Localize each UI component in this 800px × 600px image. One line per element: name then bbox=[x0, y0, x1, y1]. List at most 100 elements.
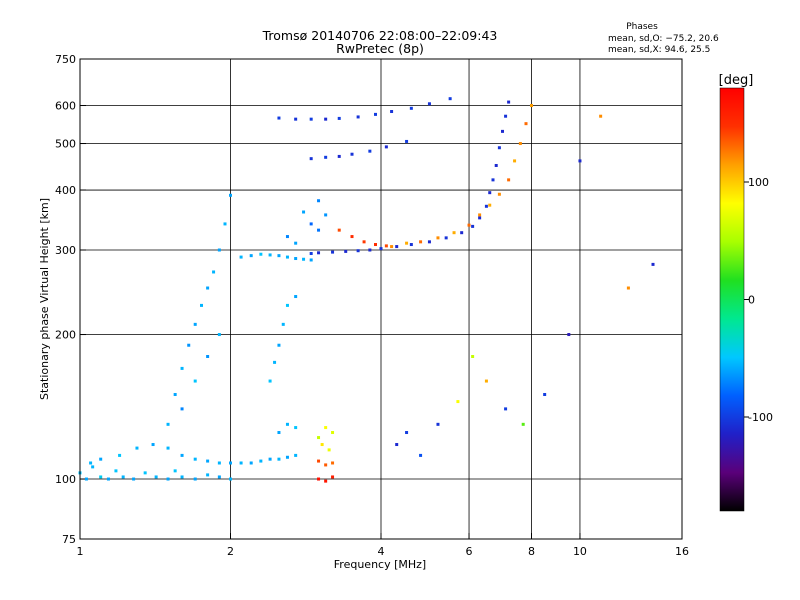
data-point bbox=[217, 461, 221, 465]
data-point bbox=[281, 322, 285, 326]
y-tick-label: 300 bbox=[55, 244, 76, 257]
data-point bbox=[91, 465, 95, 469]
data-point bbox=[320, 443, 324, 447]
data-point bbox=[471, 224, 475, 228]
data-point bbox=[374, 112, 378, 116]
data-point bbox=[513, 159, 517, 163]
data-point bbox=[89, 461, 93, 465]
data-point bbox=[285, 235, 289, 239]
data-point bbox=[350, 152, 354, 156]
data-point bbox=[337, 116, 341, 120]
data-point bbox=[277, 457, 281, 461]
data-point bbox=[337, 154, 341, 158]
data-point bbox=[448, 97, 452, 101]
grid-lines bbox=[80, 59, 682, 539]
phase-box-line2: mean, sd,X: 94.6, 25.5 bbox=[608, 45, 710, 55]
y-axis-label: Stationary phase Virtual Height [km] bbox=[38, 198, 51, 400]
data-point bbox=[324, 479, 328, 483]
data-point bbox=[344, 249, 348, 253]
data-point bbox=[460, 231, 464, 235]
data-point bbox=[521, 422, 525, 426]
data-point bbox=[324, 117, 328, 121]
data-point bbox=[217, 248, 221, 252]
data-point bbox=[626, 286, 630, 290]
data-point bbox=[121, 475, 125, 479]
data-point bbox=[324, 213, 328, 217]
data-point bbox=[504, 114, 508, 118]
data-point bbox=[317, 436, 321, 440]
y-tick-label: 100 bbox=[55, 473, 76, 486]
data-point bbox=[135, 446, 139, 450]
data-point bbox=[106, 477, 110, 481]
data-point bbox=[259, 459, 263, 463]
data-point bbox=[317, 251, 321, 255]
data-point bbox=[166, 422, 170, 426]
data-point bbox=[180, 366, 184, 370]
data-point bbox=[143, 471, 147, 475]
data-point bbox=[409, 106, 413, 110]
data-point bbox=[324, 426, 328, 430]
x-tick-label: 1 bbox=[77, 545, 84, 558]
data-point bbox=[273, 360, 277, 364]
data-point bbox=[317, 199, 321, 203]
data-point bbox=[350, 235, 354, 239]
data-point bbox=[478, 216, 482, 220]
colorbar-ticks: 100 0 -100 bbox=[744, 176, 773, 424]
data-point bbox=[180, 475, 184, 479]
data-point bbox=[405, 139, 409, 143]
data-point bbox=[180, 453, 184, 457]
data-point bbox=[331, 431, 335, 435]
data-point bbox=[578, 159, 582, 163]
data-point bbox=[651, 262, 655, 266]
colorbar-tick-label: 0 bbox=[748, 294, 755, 307]
data-point bbox=[497, 192, 501, 196]
data-point bbox=[217, 333, 221, 337]
data-point bbox=[317, 459, 321, 463]
data-point bbox=[206, 473, 210, 477]
data-point bbox=[384, 244, 388, 248]
data-point bbox=[285, 255, 289, 259]
data-point bbox=[507, 178, 511, 182]
data-point bbox=[268, 457, 272, 461]
data-point bbox=[405, 241, 409, 245]
data-point bbox=[368, 149, 372, 153]
data-point bbox=[206, 354, 210, 358]
phase-box-title: Phases bbox=[626, 22, 658, 32]
chart-title: Tromsø 20140706 22:08:00–22:09:43 bbox=[262, 28, 498, 43]
data-point bbox=[524, 122, 528, 126]
data-point bbox=[229, 461, 232, 465]
data-point bbox=[467, 223, 471, 227]
data-point bbox=[166, 446, 170, 450]
data-point bbox=[471, 354, 475, 358]
data-point bbox=[239, 461, 243, 465]
data-point bbox=[173, 393, 177, 397]
data-point bbox=[384, 145, 388, 149]
data-point bbox=[518, 142, 522, 146]
data-point bbox=[491, 178, 495, 182]
data-point bbox=[488, 191, 492, 195]
data-point bbox=[180, 407, 184, 411]
data-point bbox=[317, 228, 321, 232]
data-point bbox=[268, 253, 272, 257]
data-point bbox=[285, 455, 289, 459]
data-point bbox=[379, 247, 383, 251]
data-point bbox=[317, 477, 321, 481]
y-tick-label: 75 bbox=[62, 533, 76, 546]
data-point bbox=[530, 104, 533, 108]
data-point bbox=[294, 453, 298, 457]
data-point bbox=[166, 477, 170, 481]
data-point bbox=[302, 210, 306, 214]
data-point bbox=[309, 157, 313, 161]
data-point bbox=[151, 443, 155, 447]
data-point bbox=[193, 457, 197, 461]
data-point bbox=[187, 343, 191, 347]
data-point bbox=[331, 475, 335, 479]
data-point bbox=[309, 117, 313, 121]
data-point bbox=[331, 250, 335, 254]
x-axis-label: Frequency [MHz] bbox=[334, 558, 426, 571]
data-point bbox=[324, 463, 328, 467]
x-tick-label: 16 bbox=[675, 545, 689, 558]
y-axis-ticks: 75 100 200 300 400 500 600 750 bbox=[55, 53, 86, 546]
data-point bbox=[285, 422, 289, 426]
